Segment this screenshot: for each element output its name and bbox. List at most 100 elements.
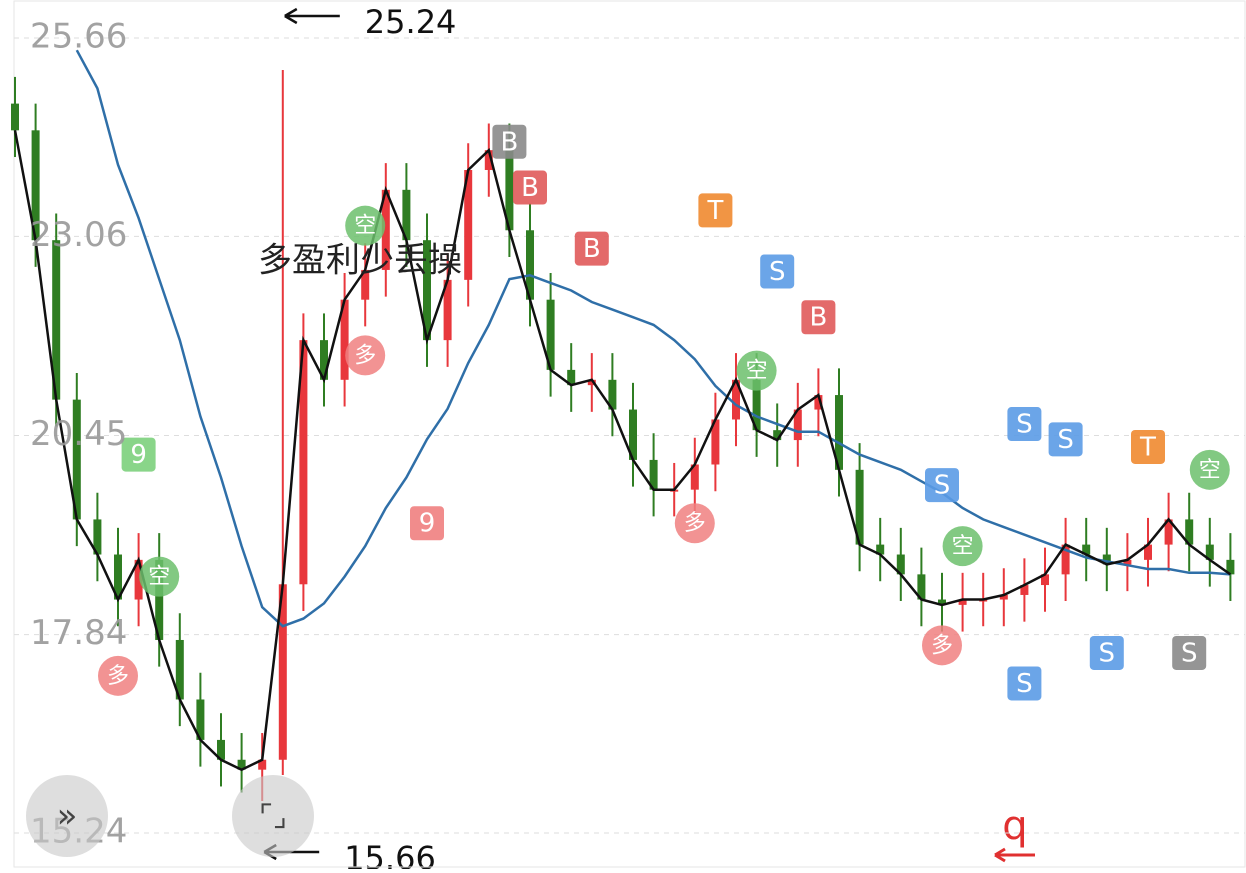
signal-label: S	[1099, 638, 1116, 668]
annotation-arrow	[284, 7, 340, 25]
signal-badge	[98, 655, 138, 696]
candle-body	[793, 409, 802, 441]
candle-body	[649, 459, 658, 490]
candle-body	[155, 559, 164, 640]
candle-body	[1226, 559, 1235, 575]
candle-body	[567, 369, 576, 386]
signal-label: S	[1057, 425, 1074, 455]
candle-body	[896, 554, 905, 575]
signal-label: S	[1016, 669, 1033, 699]
candle-body	[1123, 559, 1132, 565]
annotation-label: 15.66	[344, 839, 436, 869]
signal-badge	[1089, 635, 1124, 670]
signal-label: 多	[684, 511, 706, 536]
signal-badge	[1131, 429, 1165, 464]
note-text: 多盈利少丢操	[258, 241, 462, 281]
candle-body	[876, 544, 885, 555]
signal-badge	[121, 437, 156, 472]
candle-body	[958, 599, 967, 605]
candle-body	[1041, 574, 1049, 586]
signal-label: 空	[952, 534, 974, 559]
y-tick-label: 20.45	[30, 414, 127, 454]
candle-body	[546, 299, 555, 370]
candle-body	[711, 419, 720, 465]
signal-label: 多	[931, 633, 953, 658]
candle-body	[278, 584, 287, 760]
signal-label: B	[583, 234, 601, 264]
candle-body	[1185, 519, 1194, 545]
candle-body	[1205, 544, 1214, 560]
signal-badge	[139, 556, 180, 597]
signal-label: S	[934, 471, 951, 501]
y-tick-label: 23.06	[30, 215, 127, 255]
expand-button[interactable]: »	[26, 775, 108, 857]
signal-label: S	[1016, 410, 1033, 440]
signal-badge	[922, 625, 962, 666]
candle-body	[752, 379, 761, 431]
candle-body	[340, 299, 349, 380]
candle-body	[361, 269, 370, 300]
signal-label: 空	[1199, 458, 1221, 483]
candle-body	[1102, 554, 1111, 565]
signal-badge	[942, 526, 983, 567]
signal-label: 空	[148, 565, 170, 590]
candle-body	[52, 240, 61, 400]
candle-body	[381, 189, 390, 270]
candle-body	[258, 759, 267, 770]
signal-badge	[698, 193, 733, 228]
candle-body	[31, 130, 40, 241]
signal-label: T	[706, 196, 723, 226]
candle-body	[1144, 544, 1152, 560]
candle-body	[423, 240, 431, 341]
candle-body	[732, 379, 740, 420]
candle-body	[917, 574, 926, 600]
signal-badge	[760, 254, 795, 289]
candle-body	[526, 230, 534, 300]
signal-label: 空	[354, 214, 376, 239]
annotation-label: 25.24	[365, 3, 457, 41]
signal-badge	[1007, 666, 1042, 701]
candle-body	[484, 150, 493, 170]
candle-body	[11, 103, 19, 131]
candle-body	[443, 279, 452, 341]
signal-label: 9	[130, 440, 147, 470]
candle-body	[505, 150, 514, 231]
candle-body	[402, 189, 411, 241]
candle-body	[93, 519, 102, 555]
signal-badge	[1048, 422, 1083, 457]
signal-badge	[1189, 449, 1230, 490]
signal-badge	[1172, 635, 1207, 670]
signal-label: 空	[746, 359, 768, 384]
y-tick-label: 25.66	[30, 17, 127, 57]
candle-body	[690, 464, 699, 490]
candle-body	[855, 469, 864, 545]
candle-body	[72, 399, 81, 520]
candle-body	[835, 395, 843, 470]
candle-body	[320, 340, 328, 380]
signal-badge	[513, 170, 547, 205]
candle-body	[299, 340, 308, 585]
ma-line	[75, 49, 1231, 628]
candle-body	[999, 594, 1008, 600]
candle-body	[608, 379, 617, 410]
signal-badge	[1007, 407, 1042, 442]
candle-body	[237, 759, 246, 770]
candle-body	[1082, 544, 1091, 555]
fullscreen-button[interactable]: ⌜⌟	[232, 775, 314, 857]
marker-text: q	[1002, 803, 1027, 849]
candle-body	[814, 395, 823, 410]
ma-line	[13, 130, 1232, 772]
signal-badge	[801, 300, 836, 335]
candle-body	[217, 739, 225, 760]
signal-badge	[410, 506, 444, 541]
candle-body	[938, 599, 946, 605]
signal-badge	[492, 124, 527, 159]
signal-label: 多	[354, 343, 376, 368]
signal-badge	[674, 503, 715, 544]
signal-label: B	[521, 173, 539, 203]
signal-badge	[345, 335, 386, 376]
candle-body	[1020, 585, 1029, 595]
candle-body	[1061, 544, 1070, 575]
